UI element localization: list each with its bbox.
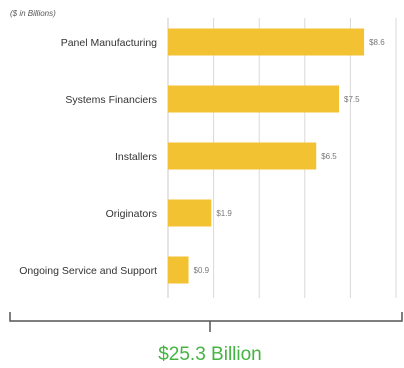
bar bbox=[168, 199, 212, 227]
total-label: $25.3 Billion bbox=[158, 344, 262, 365]
value-label: $0.9 bbox=[194, 266, 210, 275]
category-label: Installers bbox=[115, 151, 157, 163]
category-labels: Panel Manufacturing Systems Financiers Ins… bbox=[19, 37, 157, 277]
bar bbox=[168, 28, 365, 56]
category-label: Ongoing Service and Support bbox=[19, 265, 157, 277]
value-label: $8.6 bbox=[369, 38, 385, 47]
total-bracket bbox=[9, 312, 403, 332]
category-label: Originators bbox=[106, 208, 157, 220]
bar bbox=[168, 85, 339, 113]
category-label: Systems Financiers bbox=[65, 94, 157, 106]
value-label: $1.9 bbox=[216, 209, 232, 218]
category-label: Panel Manufacturing bbox=[61, 37, 157, 49]
unit-note: ($ in Billions) bbox=[10, 9, 56, 18]
bar bbox=[168, 142, 317, 170]
bar bbox=[168, 256, 189, 284]
value-label: $6.5 bbox=[321, 152, 337, 161]
value-labels: $8.6 $7.5 $6.5 $1.9 $0.9 bbox=[194, 38, 386, 275]
value-label: $7.5 bbox=[344, 95, 360, 104]
bars bbox=[168, 28, 365, 284]
